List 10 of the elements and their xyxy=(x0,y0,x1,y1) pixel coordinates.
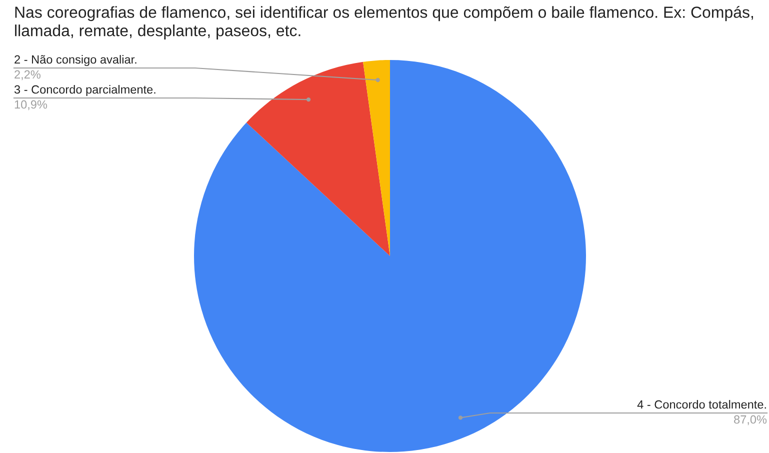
pie-slice xyxy=(246,62,390,256)
data-label: 2,2% xyxy=(14,70,40,80)
pie-slice xyxy=(194,60,586,452)
slice-label: 3 - Concordo parcialmente. xyxy=(14,84,156,96)
pie-slice xyxy=(363,60,390,256)
data-label: 10,9% xyxy=(14,100,48,110)
slice-label: 2 - Não consigo avaliar. xyxy=(14,54,136,66)
slice-label: 4 - Concordo totalmente. xyxy=(637,400,766,409)
data-label: 87,0% xyxy=(734,415,767,426)
chart-title: Nas coreografias de flamenco, sei identificar os elementos que compõem o baile flamenco. Ex: Compás, llamada, remate, desplante, paseos, etc. xyxy=(15,6,753,40)
